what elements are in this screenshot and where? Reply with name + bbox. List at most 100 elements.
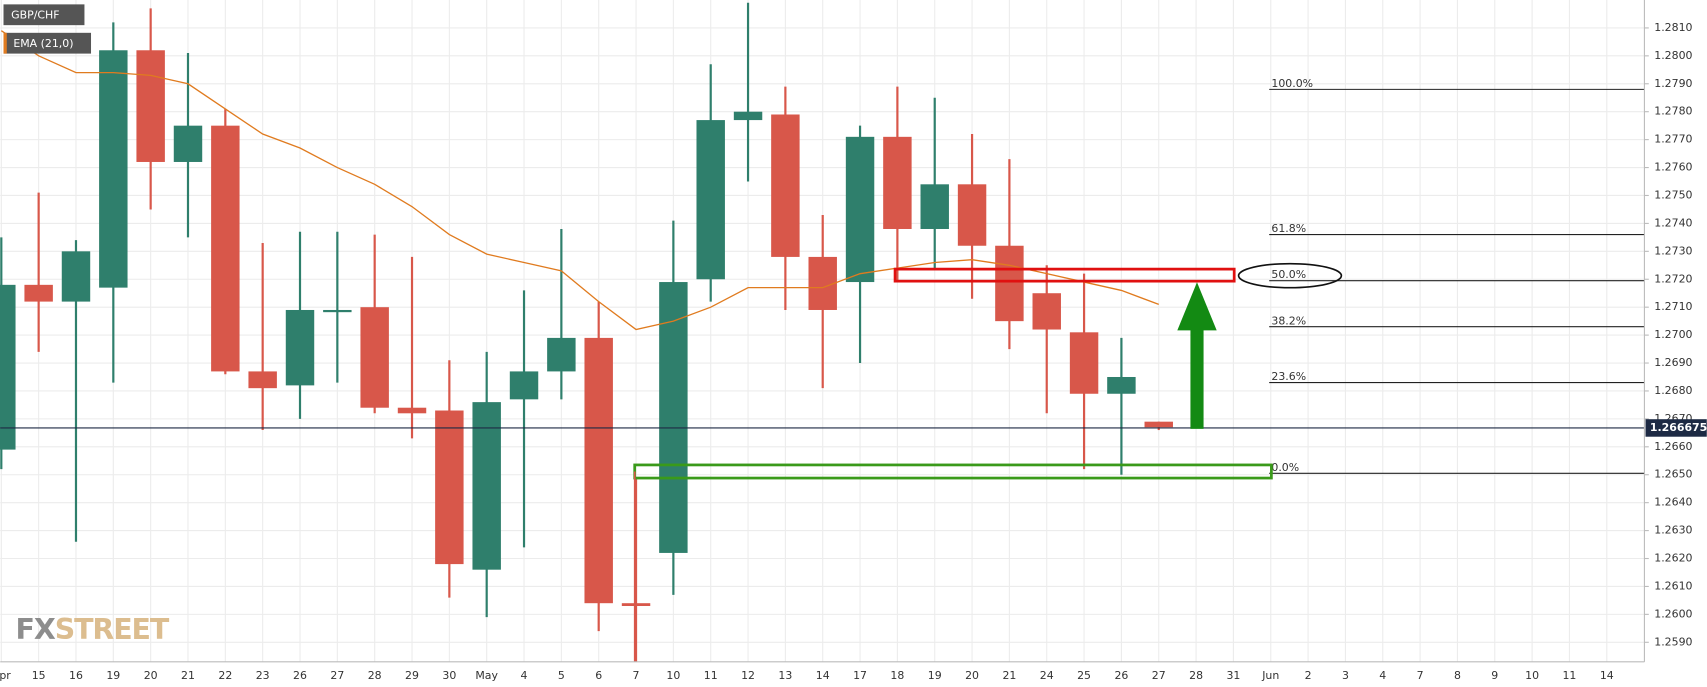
- x-tick-label: 10: [1525, 669, 1539, 682]
- x-tick-label: 2: [1305, 669, 1312, 682]
- fib-highlight: [1237, 262, 1343, 289]
- y-tick-label: 1.2690: [1654, 356, 1692, 369]
- candle-body: [285, 309, 315, 386]
- last-price-box: [1645, 419, 1707, 437]
- candle-body: [435, 410, 464, 565]
- y-tick-label: 1.2660: [1654, 440, 1692, 453]
- y-tick-label: 1.2720: [1654, 272, 1692, 285]
- marks: 100.0% 61.8% 50.0% 38.2% 23.6% 0.0%: [0, 2, 1645, 662]
- ema-line: [0, 30, 1159, 331]
- x-tick-label: 7: [633, 669, 640, 682]
- candle-body: [995, 245, 1024, 322]
- x-tick-label: May: [475, 669, 498, 682]
- y-tick-label: 1.2760: [1654, 161, 1692, 174]
- y-tick-label: 1.2650: [1654, 468, 1692, 481]
- x-tick-label: 14: [1600, 669, 1614, 682]
- candle-body: [360, 307, 389, 408]
- y-tick-label: 1.2610: [1654, 579, 1692, 592]
- candle-body: [24, 284, 53, 302]
- x-tick-label: 24: [1040, 669, 1054, 682]
- up-arrow: [1177, 282, 1217, 429]
- x-tick-label: 12: [741, 669, 755, 682]
- x-tick-label: 27: [1152, 669, 1166, 682]
- x-tick-label: 16: [69, 669, 83, 682]
- x-tick-label: 9: [1491, 669, 1498, 682]
- x-tick-label: 20: [965, 669, 979, 682]
- x-tick-label: 19: [106, 669, 120, 682]
- candle-body: [0, 284, 16, 450]
- x-tick-label: 11: [704, 669, 718, 682]
- fib-label: 50.0%: [1271, 268, 1306, 281]
- candle-body: [509, 371, 539, 400]
- candle-body: [883, 136, 912, 229]
- y-tick-label: 1.2600: [1654, 607, 1692, 620]
- candle-body: [659, 282, 688, 553]
- candle-body: [472, 402, 501, 570]
- y-tick-label: 1.2790: [1654, 77, 1692, 90]
- legend-swatch: [3, 32, 7, 54]
- x-tick-label: 25: [1077, 669, 1091, 682]
- candle-body: [584, 337, 613, 604]
- candle-body: [1107, 376, 1136, 394]
- x-tick-label: 5: [558, 669, 565, 682]
- fib-label: 38.2%: [1271, 314, 1306, 327]
- x-tick-label: 6: [595, 669, 602, 682]
- logo-prefix: FX: [16, 613, 56, 646]
- y-tick-label: 1.2740: [1654, 216, 1692, 229]
- x-tick-label: 26: [1114, 669, 1128, 682]
- y-tick-label: 1.2710: [1654, 300, 1692, 313]
- x-tick-label: 28: [1189, 669, 1203, 682]
- x-tick-label: 22: [218, 669, 232, 682]
- candle-body: [99, 50, 128, 288]
- fib-label: 0.0%: [1271, 461, 1299, 474]
- x-tick-label: 11: [1562, 669, 1576, 682]
- x-tick-label: 19: [928, 669, 942, 682]
- candle-body: [173, 125, 203, 162]
- y-tick-label: 1.2810: [1654, 21, 1692, 34]
- fib-label: 100.0%: [1271, 77, 1313, 90]
- legend: GBP/CHF EMA (21,0): [3, 4, 92, 54]
- candle-body: [211, 125, 240, 372]
- fib-label: 23.6%: [1271, 370, 1306, 383]
- candle-body: [397, 407, 427, 414]
- candle-body: [61, 251, 91, 302]
- x-tick-label: 26: [293, 669, 307, 682]
- x-tick-label: 18: [890, 669, 904, 682]
- legend-label: GBP/CHF: [11, 8, 59, 21]
- resistance-box: [893, 267, 1236, 283]
- candle-body: [1069, 332, 1099, 394]
- candle-body: [136, 50, 165, 162]
- x-tick-label: Jun: [1261, 669, 1279, 682]
- x-tick-label: 20: [144, 669, 158, 682]
- x-tick-label: 29: [405, 669, 419, 682]
- logo-suffix: STREET: [55, 613, 170, 646]
- x-tick-label: 8: [1454, 669, 1461, 682]
- x-tick-label: 4: [1379, 669, 1386, 682]
- legend-box: [3, 32, 92, 54]
- x-tick-label: 28: [368, 669, 382, 682]
- x-tick-label: 27: [330, 669, 344, 682]
- x-tick-label: 23: [256, 669, 270, 682]
- y-tick-label: 1.2630: [1654, 524, 1692, 537]
- x-tick-label: 7: [1417, 669, 1424, 682]
- x-tick-label: 10: [666, 669, 680, 682]
- candle-body: [1032, 293, 1061, 330]
- last-price-label: 1.266675: [1650, 421, 1707, 434]
- y-tick-label: 1.2700: [1654, 328, 1692, 341]
- y-tick-label: 1.2750: [1654, 188, 1692, 201]
- candle-body: [845, 136, 875, 283]
- y-tick-label: 1.2780: [1654, 105, 1692, 118]
- fib-label: 61.8%: [1271, 222, 1306, 235]
- x-tick-label: 21: [1002, 669, 1016, 682]
- x-tick-label: 15: [32, 669, 46, 682]
- y-tick-label: 1.2640: [1654, 496, 1692, 509]
- candle-body: [920, 184, 949, 229]
- x-tick-label: 13: [778, 669, 792, 682]
- candle-body: [733, 111, 763, 121]
- x-tick-label: 17: [853, 669, 867, 682]
- legend-label: EMA (21,0): [13, 37, 73, 50]
- y-tick-label: 1.2800: [1654, 49, 1692, 62]
- x-tick-label: 21: [181, 669, 195, 682]
- candle-body: [323, 309, 352, 313]
